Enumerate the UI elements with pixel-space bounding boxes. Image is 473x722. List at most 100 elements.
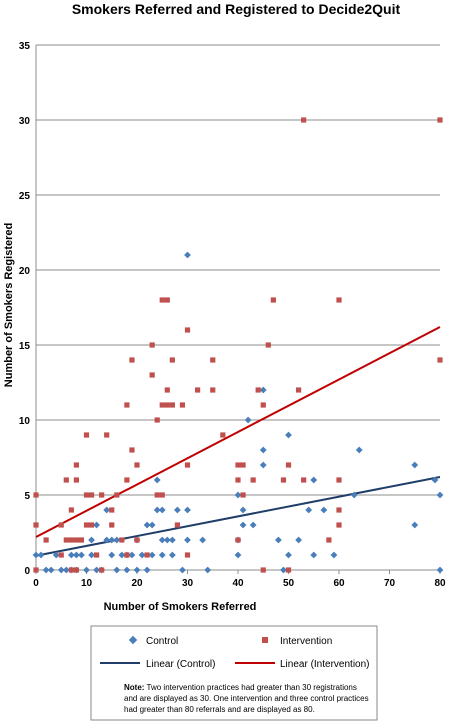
intervention-point <box>336 507 342 513</box>
intervention-point <box>301 117 307 123</box>
control-point <box>280 566 287 574</box>
intervention-point <box>134 537 140 543</box>
control-point <box>355 446 363 454</box>
intervention-point <box>285 567 292 573</box>
intervention-point <box>164 387 170 393</box>
intervention-point <box>184 552 191 558</box>
intervention-point <box>184 462 191 468</box>
x-tick-label: 20 <box>131 578 143 589</box>
intervention-point <box>179 402 186 408</box>
scatter-chart: Smokers Referred and Registered to Decid… <box>3 1 446 613</box>
control-point <box>179 566 186 574</box>
control-point <box>239 506 247 514</box>
intervention-point <box>280 477 287 483</box>
control-point <box>47 566 55 574</box>
intervention-point <box>437 117 443 123</box>
control-point <box>244 416 252 424</box>
intervention-point <box>73 477 79 483</box>
trendlines <box>35 326 441 557</box>
control-point <box>108 551 116 559</box>
intervention-point <box>78 537 85 543</box>
intervention-point <box>164 297 170 303</box>
x-tick-label: 40 <box>232 578 244 589</box>
y-tick-label: 10 <box>19 416 31 427</box>
intervention-point <box>159 402 165 408</box>
intervention-point <box>154 417 160 423</box>
control-point <box>249 521 257 529</box>
x-tick-label: 0 <box>33 578 39 589</box>
intervention-point <box>240 492 246 498</box>
control-point <box>108 536 116 544</box>
control-point <box>158 551 166 559</box>
intervention-point <box>73 537 79 543</box>
intervention-point <box>260 402 266 408</box>
control-point <box>103 506 111 514</box>
intervention-point <box>169 402 175 408</box>
control-point <box>330 551 338 559</box>
y-tick-label: 5 <box>24 491 30 502</box>
control-point <box>234 491 242 499</box>
intervention-point <box>210 387 216 393</box>
control-point <box>118 551 126 559</box>
y-tick-label: 20 <box>19 266 31 277</box>
intervention-point <box>240 462 246 468</box>
intervention-point <box>88 522 95 528</box>
intervention-point <box>99 492 105 498</box>
intervention-point <box>58 522 64 528</box>
intervention-point <box>301 477 307 483</box>
control-point <box>88 536 95 544</box>
intervention-point <box>104 432 110 438</box>
intervention-point <box>336 522 342 528</box>
intervention-point <box>58 552 64 558</box>
intervention-point <box>119 537 125 543</box>
intervention-point <box>265 342 271 348</box>
intervention-point <box>134 462 140 468</box>
intervention-point <box>235 537 241 543</box>
axes <box>35 45 440 571</box>
intervention-point <box>63 477 69 483</box>
control-point <box>275 536 282 544</box>
control-point <box>259 461 267 469</box>
intervention-point <box>68 537 74 543</box>
control-point <box>436 491 444 499</box>
intervention-point <box>83 492 90 498</box>
intervention-point <box>124 552 130 558</box>
control-point <box>143 566 151 574</box>
control-point <box>148 551 156 559</box>
control-point <box>411 521 419 529</box>
control-point <box>259 446 267 454</box>
x-tick-label: 80 <box>434 578 446 589</box>
control-point <box>73 551 80 559</box>
intervention-point <box>129 357 135 363</box>
intervention-point <box>437 357 443 363</box>
intervention-point <box>124 477 130 483</box>
control-point <box>234 551 242 559</box>
control-point <box>199 536 207 544</box>
intervention-point <box>94 552 100 558</box>
control-point <box>184 506 191 514</box>
x-tick-label: 50 <box>283 578 295 589</box>
control-point <box>168 536 176 544</box>
control-point <box>113 566 121 574</box>
x-tick-label: 10 <box>81 578 93 589</box>
control-point <box>285 431 292 439</box>
intervention-point <box>33 567 39 573</box>
data-points <box>32 117 444 574</box>
intervention-point <box>63 537 69 543</box>
intervention-point <box>114 492 120 498</box>
control-point <box>320 506 328 514</box>
x-axis-title: Number of Smokers Referred <box>104 601 257 613</box>
control-point <box>285 551 292 559</box>
control-point <box>78 551 85 559</box>
control-point <box>168 551 176 559</box>
intervention-point <box>149 342 155 348</box>
intervention-point <box>144 552 150 558</box>
control-point <box>158 506 166 514</box>
gridlines <box>36 44 440 496</box>
intervention-point <box>336 477 342 483</box>
x-axis-ticks: 0 10 20 30 40 50 60 70 80 <box>33 570 446 589</box>
intervention-point <box>296 387 302 393</box>
intervention-point <box>68 567 74 573</box>
x-tick-label: 60 <box>333 578 345 589</box>
control-point <box>153 506 161 514</box>
